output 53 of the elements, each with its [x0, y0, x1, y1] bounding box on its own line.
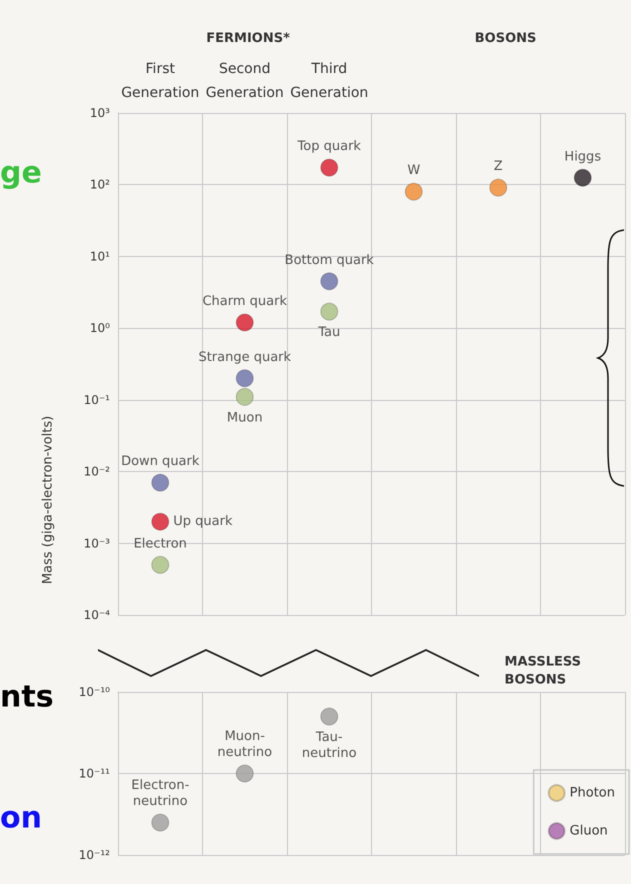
series-label: Down quark — [121, 454, 200, 470]
legend-title: MASSLESS BOSONS — [504, 654, 582, 688]
y-tick-label: 10³ — [90, 106, 110, 120]
series-label: Charm quark — [202, 294, 288, 309]
series-label: Muon- neutrino — [217, 729, 272, 760]
series-label: Electron — [134, 536, 187, 552]
x-tick-label: Second Generation — [206, 61, 284, 101]
y-tick-label: 10⁻³ — [84, 536, 110, 550]
point — [236, 764, 254, 782]
series-label: Higgs — [564, 149, 602, 164]
point — [151, 814, 170, 832]
point — [236, 369, 254, 388]
text: on — [0, 800, 42, 836]
point — [404, 182, 423, 201]
point — [236, 313, 254, 332]
point — [320, 708, 338, 726]
text: FERMIONS* — [206, 31, 290, 46]
point — [320, 158, 338, 177]
y-tick-label: 10⁻¹² — [78, 848, 110, 862]
x-tick-label: Third Generation — [290, 61, 368, 101]
series-label: W — [407, 163, 420, 178]
text: ge — [0, 156, 42, 190]
point — [574, 168, 592, 187]
series-label: Top quark — [296, 139, 362, 154]
y-tick-label: 10⁰ — [90, 321, 110, 336]
x-tick-label: First Generation — [121, 61, 200, 101]
text: nts — [0, 680, 54, 714]
point — [236, 388, 254, 406]
y-tick-label: 10⁻¹¹ — [78, 766, 110, 780]
series-label: Muon — [226, 410, 263, 426]
series-label: Electron- neutrino — [131, 778, 190, 810]
y-axis-title: Mass (giga-electron-volts) — [40, 416, 56, 584]
y-tick-label: 10⁻⁴ — [84, 608, 110, 622]
y-tick-label: 10⁻¹⁰ — [78, 685, 110, 699]
y-tick-label: 10¹ — [90, 249, 110, 264]
point — [151, 512, 170, 531]
y-tick-label: 10² — [90, 178, 110, 192]
point — [320, 302, 338, 321]
series-label: Tau- neutrino — [302, 730, 357, 762]
point — [151, 474, 170, 492]
series-label: Z — [494, 159, 503, 174]
series-label: Bottom quark — [284, 252, 374, 268]
point — [489, 178, 508, 197]
y-tick-label: 10⁻¹ — [84, 392, 110, 407]
series-label: Tau — [317, 325, 340, 340]
point — [151, 556, 170, 574]
y-tick-label: 10⁻² — [84, 464, 110, 479]
point — [320, 272, 338, 290]
series-label: Up quark — [173, 514, 233, 530]
legend-label: Photon — [570, 786, 616, 800]
series-label: Strange quark — [198, 350, 292, 365]
text: BOSONS — [474, 31, 536, 46]
legend-label: Gluon — [570, 824, 608, 838]
